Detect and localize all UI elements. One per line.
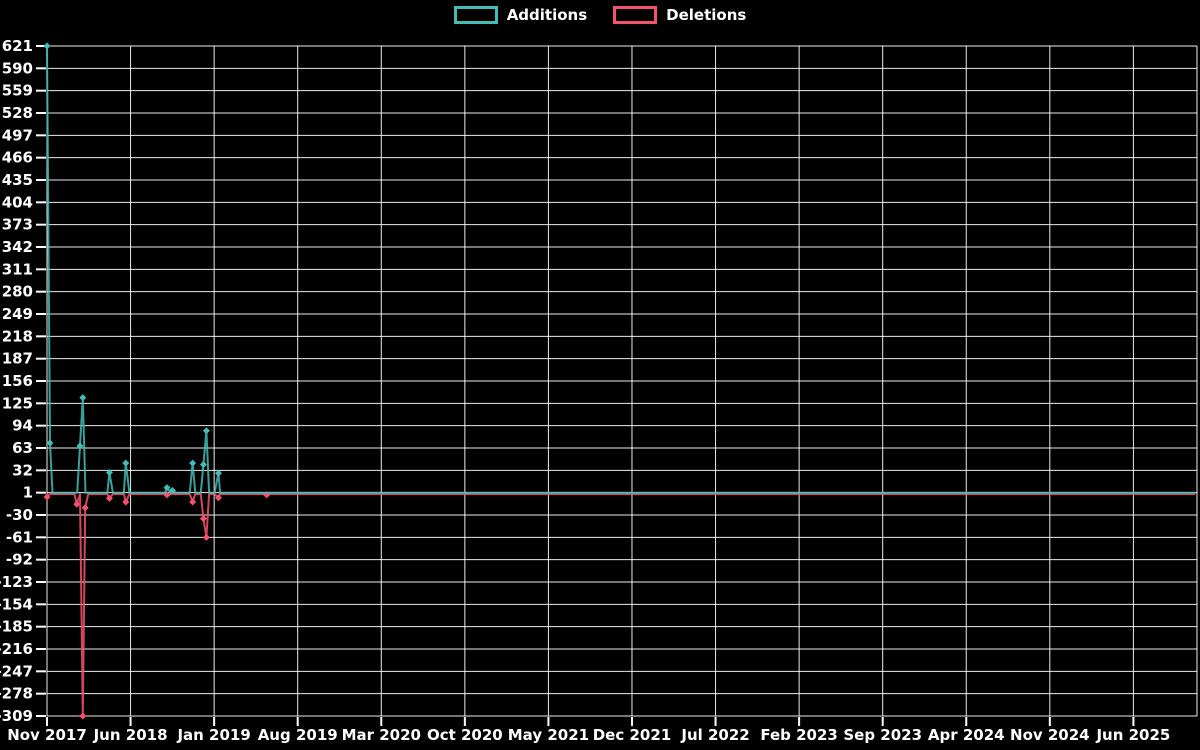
y-tick-label: -309 [0, 707, 33, 725]
y-tick-label: 621 [2, 37, 33, 55]
y-tick-label: 63 [12, 439, 33, 457]
marker-additions [163, 484, 171, 492]
gridlines [46, 45, 1198, 717]
marker-deletions [214, 494, 222, 502]
y-tick-label: -216 [0, 640, 33, 658]
legend-item-deletions[interactable]: Deletions [613, 6, 746, 24]
x-tick-label: Oct 2020 [427, 726, 503, 744]
x-tick-label: Jun 2025 [1095, 726, 1170, 744]
y-tick-label: 280 [2, 283, 33, 301]
marker-deletions [73, 500, 81, 508]
series-line-deletions [46, 493, 1196, 717]
legend-swatch-icon [613, 6, 658, 24]
marker-additions [46, 439, 54, 447]
x-tick-label: May 2021 [508, 726, 589, 744]
y-tick-label: 559 [2, 82, 33, 100]
marker-additions [214, 469, 222, 477]
x-tick-label: Jun 2018 [93, 726, 168, 744]
y-tick-label: -123 [0, 573, 33, 591]
x-tick-label: Apr 2024 [928, 726, 1005, 744]
y-tick-label: 404 [2, 193, 33, 211]
y-tick-label: 125 [2, 394, 33, 412]
x-axis-labels: Nov 2017 Jun 2018 Jan 2019 Aug 2019 Mar 2020… [7, 726, 1170, 744]
marker-additions [43, 42, 51, 50]
y-tick-label: 156 [2, 372, 33, 390]
x-tick-label: Nov 2017 [7, 726, 87, 744]
x-tick-label: Mar 2020 [342, 726, 421, 744]
marker-deletions [122, 498, 130, 506]
chart-legend: Additions Deletions [0, 6, 1200, 24]
y-tick-label: 497 [2, 126, 33, 144]
marker-deletions [199, 515, 207, 523]
x-tick-label: Jul 2022 [680, 726, 749, 744]
y-tick-label: 590 [2, 59, 33, 77]
marker-additions [202, 427, 210, 435]
y-tick-label: 32 [12, 461, 33, 479]
marker-additions [168, 487, 176, 495]
y-tick-label: -278 [0, 685, 33, 703]
x-tick-label: Feb 2023 [760, 726, 838, 744]
legend-item-additions[interactable]: Additions [453, 6, 588, 24]
marker-additions [76, 442, 84, 450]
x-tick-label: Dec 2021 [593, 726, 672, 744]
y-tick-label: 94 [12, 417, 33, 435]
y-tick-label: 528 [2, 104, 33, 122]
x-tick-label: Jan 2019 [176, 726, 250, 744]
y-tick-label: 1 [23, 484, 33, 502]
y-tick-label: 187 [2, 350, 33, 368]
y-tick-label: 311 [2, 260, 33, 278]
series-line-additions [46, 45, 1196, 494]
marker-deletions [189, 498, 197, 506]
y-tick-label: 435 [2, 171, 33, 189]
y-tick-label: -61 [6, 528, 33, 546]
axis-ticks [36, 45, 1135, 726]
y-tick-label: -154 [0, 595, 33, 613]
marker-deletions [105, 494, 113, 502]
y-tick-label: -92 [6, 551, 33, 569]
y-tick-label: -30 [6, 506, 33, 524]
marker-additions [79, 394, 87, 402]
x-tick-label: Nov 2024 [1010, 726, 1090, 744]
marker-additions [105, 468, 113, 476]
y-tick-label: 218 [2, 327, 33, 345]
plot-area [43, 42, 1196, 720]
y-tick-label: 342 [2, 238, 33, 256]
marker-deletions [202, 533, 210, 541]
y-axis-labels: 621 590 559 528 497 466 435 404 373 342 311 280 249 2… [0, 37, 33, 725]
marker-deletions [81, 504, 89, 512]
y-tick-label: 373 [2, 216, 33, 234]
marker-deletions [43, 493, 51, 501]
marker-additions [199, 461, 207, 469]
marker-deletions [79, 712, 87, 720]
marker-additions [122, 459, 130, 467]
y-tick-label: -247 [0, 662, 33, 680]
legend-swatch-icon [453, 6, 498, 24]
legend-label: Additions [506, 6, 588, 24]
x-tick-label: Aug 2019 [258, 726, 338, 744]
x-tick-label: Sep 2023 [843, 726, 922, 744]
legend-label: Deletions [666, 6, 747, 24]
y-tick-label: 249 [2, 305, 33, 323]
y-tick-label: -185 [0, 618, 33, 636]
y-tick-label: 466 [2, 149, 33, 167]
marker-additions [189, 459, 197, 467]
